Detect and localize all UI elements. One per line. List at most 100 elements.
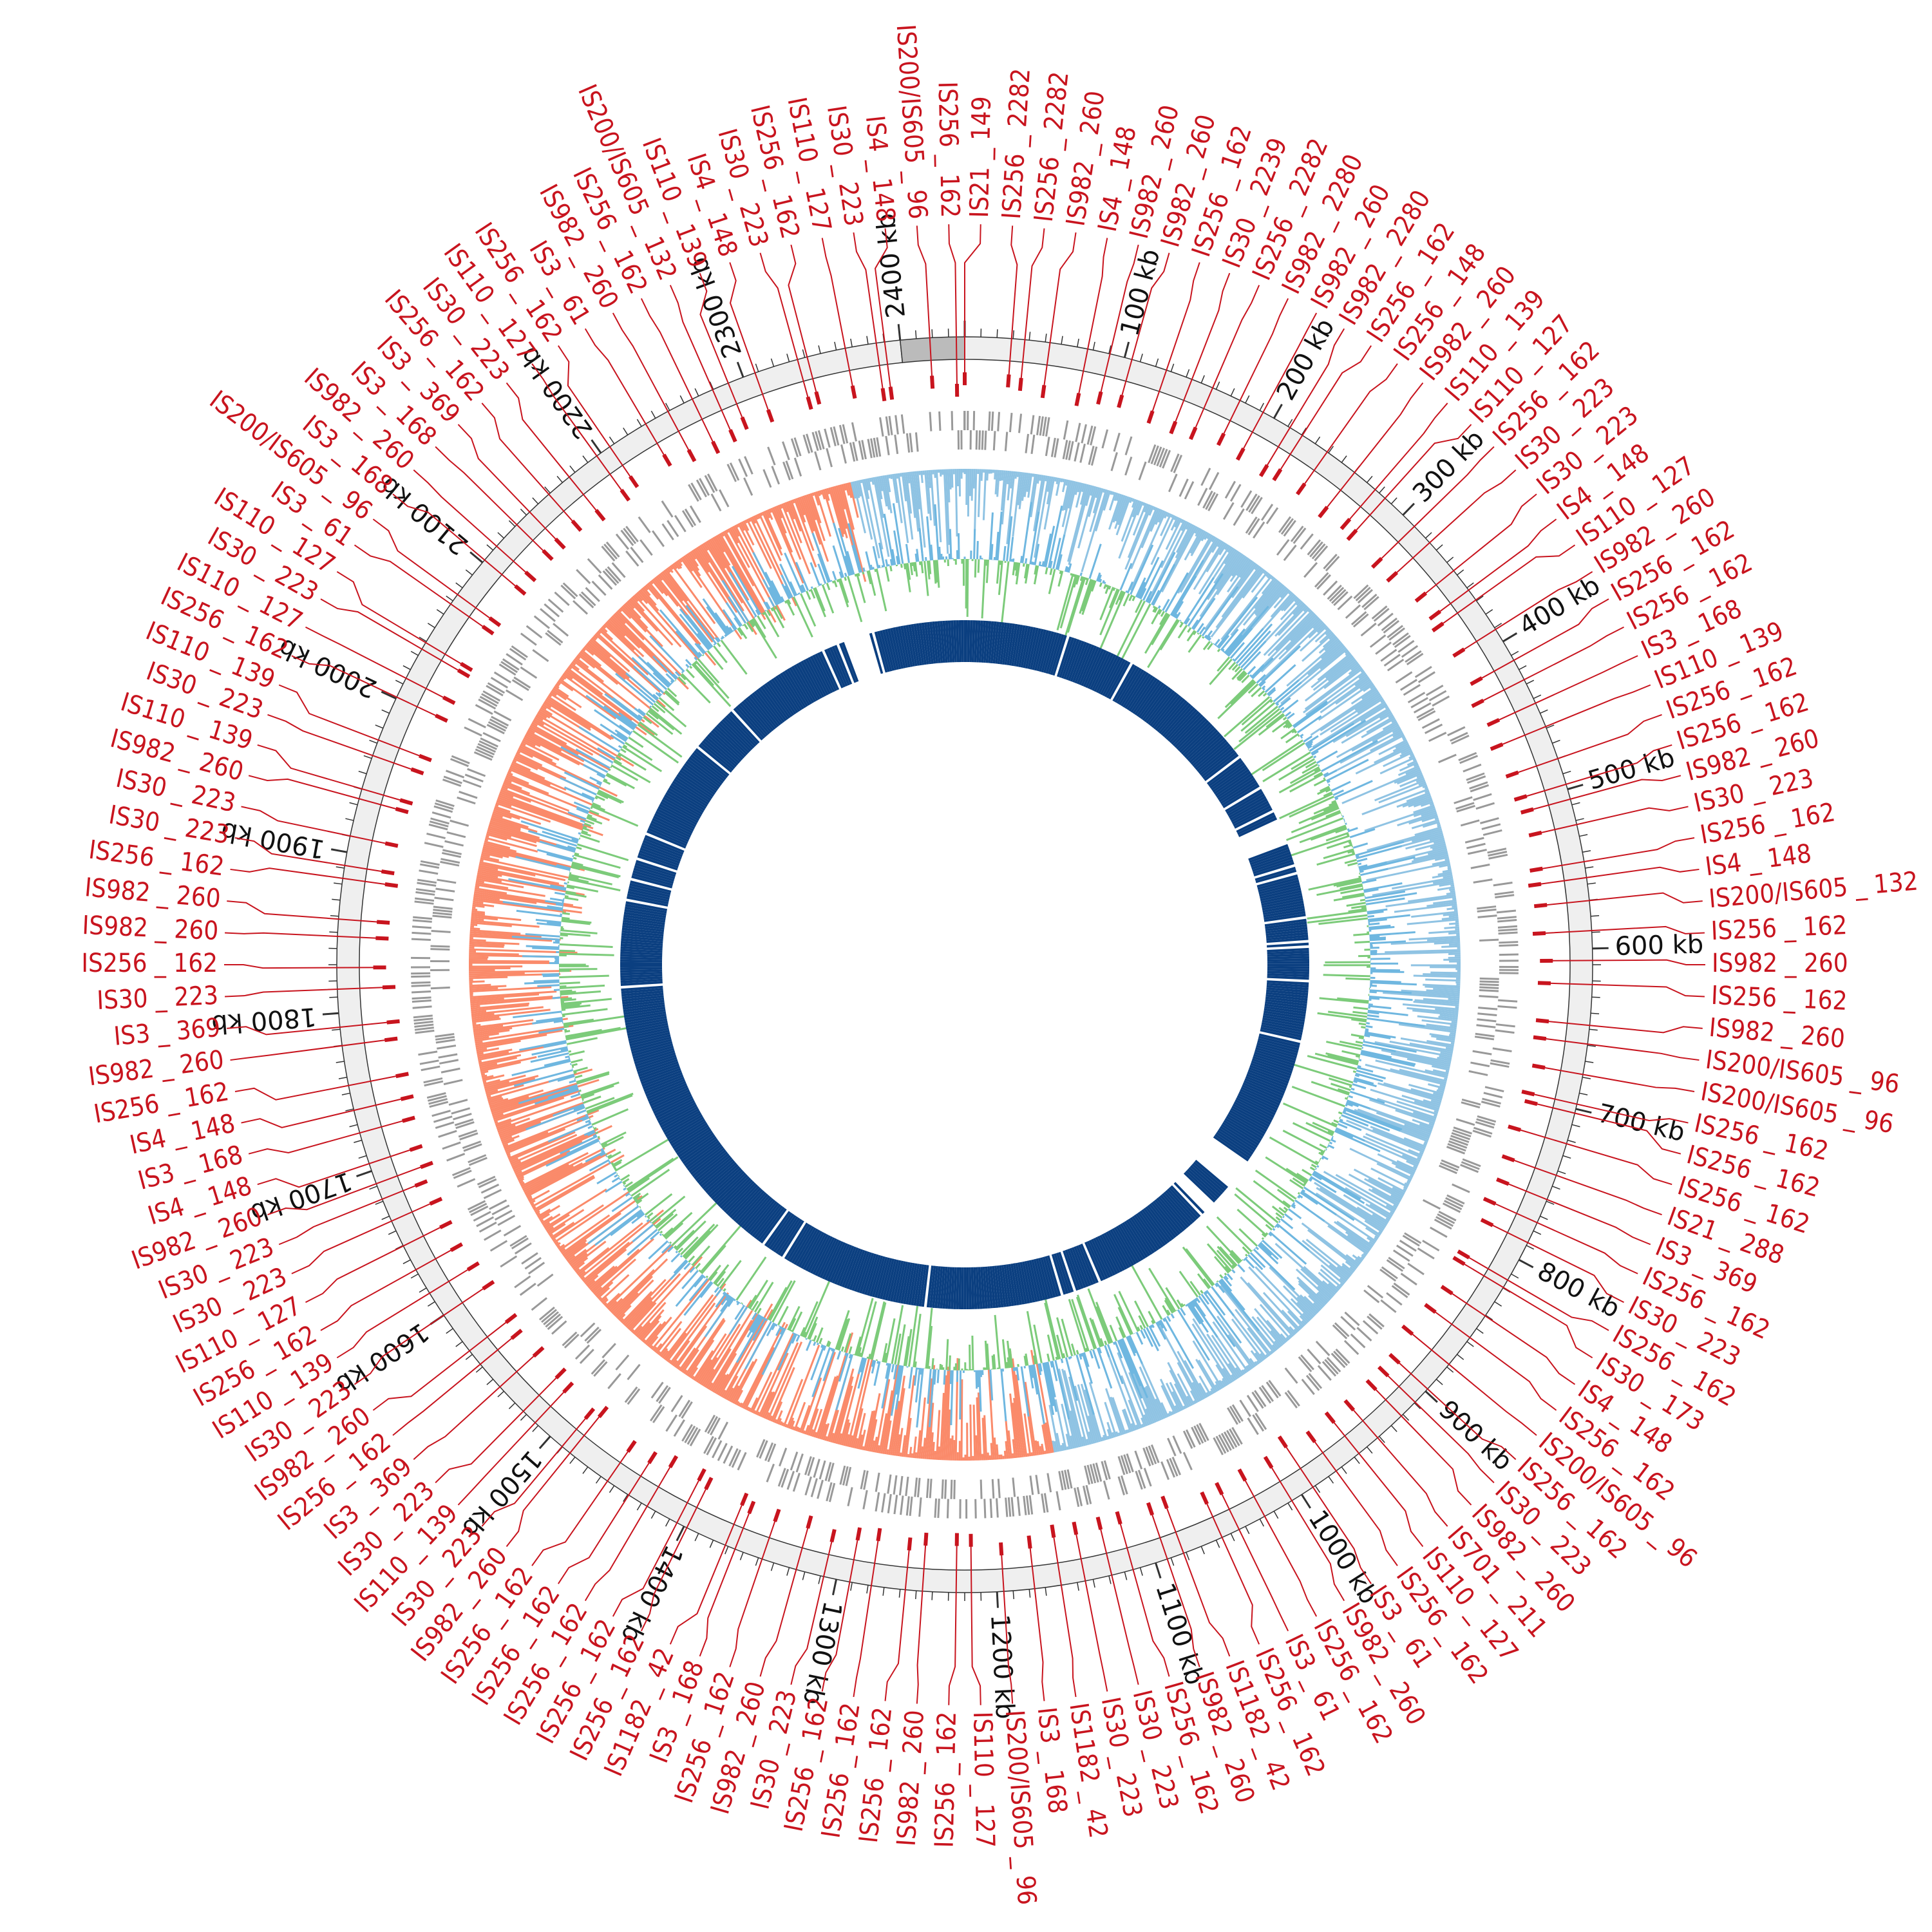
gc-content-bar xyxy=(605,1155,608,1157)
gc-skew-bar xyxy=(544,1188,607,1229)
gc-content-bar xyxy=(871,1302,887,1360)
gene xyxy=(1117,1476,1126,1496)
synteny-block xyxy=(1263,1012,1305,1023)
gc-content-bar xyxy=(1258,645,1301,687)
gc-content-bar xyxy=(613,760,651,784)
gc-content-bar xyxy=(1137,582,1146,598)
gc-skew-bar xyxy=(1442,869,1452,873)
gc-content-bar xyxy=(706,606,728,636)
gc-content-bar xyxy=(1253,1180,1291,1209)
gc-skew-bar xyxy=(1254,580,1279,610)
gene xyxy=(1309,541,1323,558)
synteny-block xyxy=(623,1009,666,1018)
gc-skew-bar xyxy=(1441,945,1461,948)
tick-mark xyxy=(1552,1186,1560,1190)
gc-content-bar xyxy=(772,1280,796,1323)
gc-skew-bar xyxy=(1354,676,1369,687)
gc-skew-bar xyxy=(1412,1111,1436,1121)
synteny-block xyxy=(1069,1247,1086,1289)
gc-skew-bar xyxy=(1432,844,1446,851)
tick-mark xyxy=(1200,375,1205,384)
synteny-block xyxy=(1263,908,1305,918)
tick-mark xyxy=(486,1379,494,1385)
gene xyxy=(893,1495,898,1515)
gc-content-bar xyxy=(650,1231,660,1240)
gc-content-bar xyxy=(1067,563,1072,573)
gene xyxy=(1437,1213,1455,1224)
synteny-block xyxy=(1264,1008,1306,1017)
gc-content-bar xyxy=(618,1175,620,1177)
synteny-block xyxy=(661,1108,700,1131)
gc-content-bar xyxy=(645,712,674,735)
gc-skew-bar xyxy=(990,1443,994,1460)
synteny-block xyxy=(658,1102,696,1124)
synteny-block xyxy=(1147,1204,1175,1240)
synteny-block xyxy=(1267,966,1309,969)
gc-content-bar xyxy=(1210,641,1213,643)
gc-skew-bar xyxy=(1302,1240,1350,1280)
gc-content-bar xyxy=(532,947,560,951)
gc-skew-bar xyxy=(1210,567,1264,638)
gene xyxy=(661,523,674,541)
gc-skew-bar xyxy=(648,1336,659,1348)
synteny-block xyxy=(1215,1132,1253,1157)
gc-content-bar xyxy=(1023,564,1028,579)
gene xyxy=(946,1499,949,1519)
gc-skew-bar xyxy=(1023,1413,1032,1457)
gc-content-bar xyxy=(916,549,920,562)
gc-skew-bar xyxy=(1227,1363,1240,1379)
gc-content-bar xyxy=(716,642,721,647)
gene xyxy=(1476,1024,1496,1028)
gc-content-bar xyxy=(900,564,903,568)
gc-content-bar xyxy=(1000,561,1010,625)
gc-content-bar xyxy=(1108,585,1112,590)
gc-skew-bar xyxy=(580,1209,665,1279)
synteny-block xyxy=(1128,675,1153,712)
gc-skew-bar xyxy=(735,524,739,528)
gc-skew-bar xyxy=(1213,549,1237,584)
gc-content-bar xyxy=(1247,666,1256,675)
gc-content-bar xyxy=(1076,1294,1097,1349)
gc-content-bar xyxy=(1255,1246,1260,1251)
gc-skew-bar xyxy=(1236,558,1250,576)
synteny-block xyxy=(1238,1090,1278,1111)
gene xyxy=(1460,819,1480,827)
gc-content-bar xyxy=(1202,641,1211,650)
gc-skew-bar xyxy=(1353,1168,1405,1197)
synteny-block xyxy=(884,1259,897,1301)
gc-skew-bar xyxy=(824,488,830,501)
gene xyxy=(1265,1381,1279,1399)
gc-skew-bar xyxy=(493,1090,581,1121)
gc-content-bar xyxy=(1329,1077,1352,1087)
gene xyxy=(833,426,840,446)
gene xyxy=(1307,1349,1321,1365)
gc-content-bar xyxy=(865,551,872,571)
synteny-block xyxy=(1242,1082,1282,1101)
synteny-block xyxy=(1262,900,1304,911)
gc-skew-bar xyxy=(1396,1160,1417,1171)
gc-content-bar xyxy=(649,705,652,708)
gene xyxy=(1460,1164,1479,1173)
gc-skew-bar xyxy=(592,636,597,641)
gc-content-bar xyxy=(1179,620,1182,622)
gc-skew-bar xyxy=(593,1286,603,1295)
gc-skew-bar xyxy=(746,1406,750,1411)
synteny-block xyxy=(1267,958,1309,962)
gc-content-bar xyxy=(1151,1324,1155,1329)
gene xyxy=(1393,1282,1410,1296)
gc-skew-bar xyxy=(546,697,612,741)
gc-content-bar xyxy=(1176,1299,1183,1308)
gc-skew-bar xyxy=(692,549,710,573)
gc-content-bar xyxy=(1130,1264,1163,1320)
gc-content-bar xyxy=(1198,1295,1236,1347)
gc-skew-bar xyxy=(1432,1069,1449,1075)
gc-content-bar xyxy=(600,1152,606,1157)
gc-content-bar xyxy=(857,1347,862,1357)
gc-skew-bar xyxy=(490,818,521,830)
gc-skew-bar xyxy=(1166,512,1170,517)
gene xyxy=(429,1101,449,1108)
gc-skew-bar xyxy=(871,1440,875,1452)
gc-content-bar xyxy=(600,723,627,743)
gc-skew-bar xyxy=(486,1084,524,1097)
